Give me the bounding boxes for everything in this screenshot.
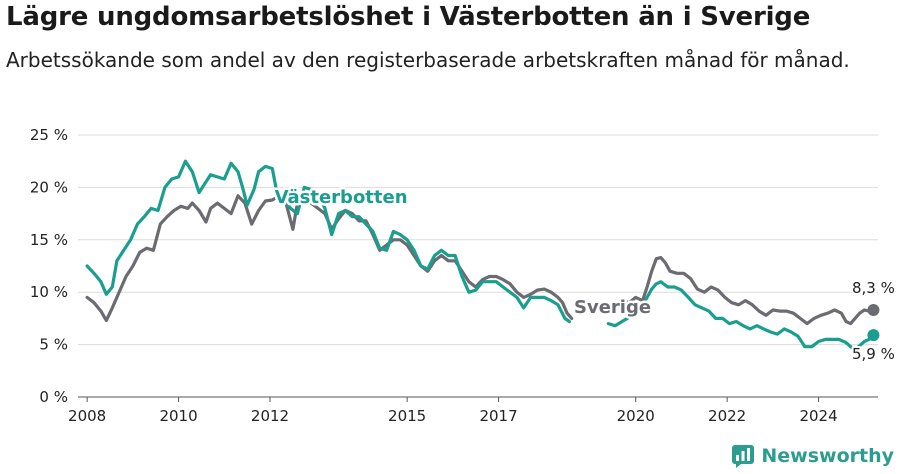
x-tick-label: 2020 bbox=[617, 407, 655, 425]
series-lines bbox=[85, 159, 880, 352]
x-tick-label: 2008 bbox=[68, 407, 106, 425]
newsworthy-logo-icon bbox=[732, 445, 755, 468]
x-tick-label: 2010 bbox=[159, 407, 197, 425]
series-labels: 8,3 % 5,9 % Västerbotten Sverige bbox=[272, 185, 897, 366]
end-point-vasterbotten bbox=[867, 329, 880, 342]
y-tick-label: 0 % bbox=[39, 388, 68, 406]
x-tick-label: 2012 bbox=[251, 407, 289, 425]
y-axis-ticks: 0 % 5 % 10 % 15 % 20 % 25 % bbox=[30, 126, 68, 406]
y-tick-label: 10 % bbox=[30, 283, 68, 301]
y-tick-label: 15 % bbox=[30, 231, 68, 249]
y-tick-label: 25 % bbox=[30, 126, 68, 144]
series-label-sverige: Sverige bbox=[574, 297, 651, 318]
newsworthy-brand: Newsworthy bbox=[731, 444, 894, 468]
brand-name: Newsworthy bbox=[761, 445, 894, 467]
x-tick-label: 2024 bbox=[799, 407, 837, 425]
x-tick-label: 2015 bbox=[388, 407, 426, 425]
end-value-label-sverige: 8,3 % bbox=[852, 279, 895, 297]
chart-title: Lägre ungdomsarbetslöshet i Västerbotten… bbox=[6, 2, 811, 32]
series-line-vasterbotten bbox=[85, 159, 571, 324]
grid-lines bbox=[78, 134, 878, 346]
series-line-vasterbotten bbox=[606, 280, 875, 352]
end-point-sverige bbox=[867, 304, 880, 317]
series-line-sverige bbox=[85, 194, 574, 323]
y-tick-label: 20 % bbox=[30, 178, 68, 196]
series-line-sverige bbox=[611, 256, 875, 326]
y-tick-label: 5 % bbox=[39, 336, 68, 354]
end-value-label-vasterbotten: 5,9 % bbox=[852, 345, 895, 363]
x-tick-label: 2017 bbox=[479, 407, 517, 425]
x-tick-label: 2022 bbox=[708, 407, 746, 425]
chart-subtitle: Arbetssökande som andel av den registerb… bbox=[6, 48, 850, 72]
series-label-vasterbotten: Västerbotten bbox=[275, 187, 408, 208]
x-axis-ticks: 2008 2010 2012 2015 2017 2020 2022 2024 bbox=[68, 396, 878, 425]
